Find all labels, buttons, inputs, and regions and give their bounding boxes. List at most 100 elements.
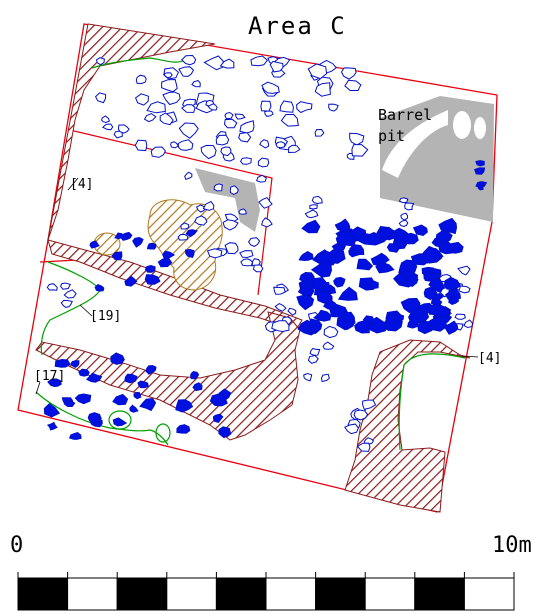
- stone-outline: [170, 141, 179, 149]
- stone-filled: [54, 358, 71, 368]
- scale-bar: [17, 572, 515, 611]
- stone-outline: [303, 372, 313, 382]
- stone-outline: [239, 250, 254, 258]
- context-label-4-east: [4]: [478, 351, 501, 366]
- stone-outline: [46, 283, 58, 291]
- scale-segment: [414, 577, 465, 611]
- stone-outline: [95, 57, 105, 66]
- stone-outline: [273, 286, 286, 295]
- stone-filled: [428, 277, 446, 293]
- stone-outline: [398, 197, 409, 204]
- stone-outline: [322, 341, 335, 350]
- stone-filled: [385, 313, 400, 325]
- stone-outline: [258, 196, 273, 209]
- stones-layer: [43, 54, 488, 452]
- barrel-pit-cut: [382, 110, 448, 178]
- stone-filled: [112, 417, 128, 427]
- leader-line-19: [79, 304, 93, 317]
- stone-outline: [134, 139, 148, 152]
- stone-filled: [94, 284, 105, 292]
- stone-outline: [340, 67, 357, 80]
- stone-outline: [219, 58, 235, 69]
- scale-segment: [265, 577, 317, 611]
- stone-outline: [194, 215, 208, 226]
- stone-outline: [203, 55, 225, 71]
- stone-outline: [215, 134, 230, 146]
- hatched-feature-north: [47, 23, 216, 241]
- stone-filled: [298, 251, 314, 262]
- stone-outline: [134, 93, 149, 106]
- stone-filled: [213, 413, 224, 423]
- stone-outline: [269, 60, 284, 73]
- hatched-feature-south: [35, 311, 301, 441]
- stone-filled: [124, 275, 138, 287]
- leader-line-4-east: [461, 355, 479, 358]
- stone-outline: [220, 146, 232, 157]
- green-context-19: [40, 261, 101, 356]
- stone-filled: [296, 293, 315, 311]
- stone-outline: [251, 258, 261, 267]
- stone-outline: [454, 313, 467, 320]
- stone-outline: [463, 319, 474, 329]
- stone-filled: [175, 399, 194, 413]
- stone-outline: [177, 139, 194, 151]
- scale-segment: [463, 577, 515, 611]
- stone-filled: [87, 412, 102, 423]
- stone-filled: [184, 248, 195, 258]
- stone-filled: [146, 242, 157, 250]
- stone-outline: [213, 183, 223, 192]
- stone-filled: [144, 274, 161, 285]
- barrel-pit-label-2: pit: [378, 127, 405, 145]
- stone-filled: [375, 261, 395, 274]
- stone-filled: [185, 229, 198, 238]
- stone-filled: [301, 219, 321, 234]
- scale-start-label: 0: [10, 533, 23, 558]
- scale-segment: [315, 577, 366, 611]
- stone-filled: [112, 393, 129, 406]
- stone-outline: [264, 110, 274, 117]
- stone-outline: [94, 92, 107, 104]
- stone-outline: [351, 144, 369, 157]
- stone-filled: [305, 325, 316, 333]
- stone-outline: [202, 200, 215, 211]
- grey-patch: [195, 168, 260, 232]
- stone-outline: [224, 111, 234, 120]
- stone-outline: [304, 209, 319, 219]
- stone-filled: [342, 311, 356, 324]
- stone-filled: [43, 402, 61, 418]
- stone-outline: [309, 204, 318, 210]
- stone-filled: [311, 277, 328, 290]
- green-ring: [108, 410, 132, 430]
- stone-filled: [63, 399, 76, 407]
- stone-outline: [311, 195, 323, 205]
- stone-outline: [191, 80, 201, 88]
- stone-outline: [180, 222, 190, 230]
- stone-filled: [420, 245, 444, 264]
- stone-outline: [207, 103, 218, 111]
- stone-filled: [299, 271, 315, 283]
- stone-filled: [475, 160, 485, 167]
- stone-filled: [74, 393, 92, 405]
- stone-filled: [412, 224, 428, 237]
- stone-outline: [271, 320, 290, 333]
- stone-filled: [124, 373, 138, 384]
- stone-filled: [474, 167, 486, 175]
- leader-line-4-west: [67, 177, 79, 191]
- stone-filled: [438, 240, 455, 255]
- stone-filled: [120, 231, 133, 241]
- stone-outline: [161, 78, 178, 93]
- stone-filled: [190, 370, 200, 380]
- stone-outline: [177, 234, 189, 241]
- stone-outline: [259, 139, 270, 149]
- stone-outline: [353, 409, 369, 421]
- stone-filled: [139, 397, 157, 412]
- stone-outline: [261, 217, 273, 228]
- green-context-17: [35, 391, 169, 446]
- stone-outline: [101, 123, 114, 131]
- stone-outline: [150, 146, 167, 158]
- stone-filled: [68, 432, 82, 440]
- barrel-pit-label: Barrel: [378, 106, 432, 124]
- stone-outline: [181, 54, 197, 66]
- stone-outline: [328, 103, 339, 112]
